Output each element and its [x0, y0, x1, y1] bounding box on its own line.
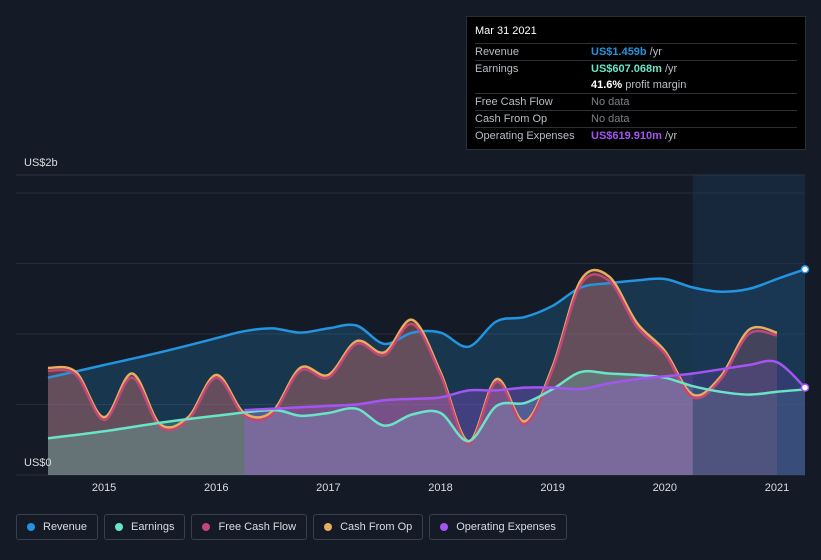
x-axis-ticks: 2015 2016 2017 2018 2019 2020 2021	[92, 482, 789, 494]
earnings-line	[47, 369, 806, 443]
tooltip-row: Revenue US$1.459b/yr	[475, 43, 797, 60]
tooltip-row-value: US$619.910m	[591, 130, 662, 142]
tooltip-row-label: Revenue	[475, 46, 520, 58]
legend-dot-icon	[440, 523, 449, 531]
tooltip-row-value: No data	[591, 96, 630, 108]
x-tick-label: 2019	[540, 482, 564, 494]
tooltip-row-label: Earnings	[475, 63, 519, 75]
legend-label: Cash From Op	[340, 521, 413, 533]
legend-item-operating-expenses[interactable]: Operating Expenses	[429, 514, 567, 540]
tooltip-date: Mar 31 2021	[475, 25, 537, 37]
legend-dot-icon	[27, 523, 35, 531]
legend-dot-icon	[324, 523, 333, 531]
cash-from-op-area	[48, 270, 777, 475]
y-axis-bottom-label: US$0	[24, 457, 52, 469]
free-cash-flow-line	[47, 273, 778, 446]
x-tick-label: 2020	[653, 482, 677, 494]
tooltip-row-value: No data	[591, 113, 630, 125]
tooltip-row-value: US$1.459b	[591, 46, 647, 58]
legend-item-earnings[interactable]: Earnings	[104, 514, 186, 540]
series-areas	[48, 269, 806, 475]
x-tick-label: 2018	[428, 482, 452, 494]
tooltip-row-unit: /yr	[664, 130, 678, 142]
legend-item-cash-from-op[interactable]: Cash From Op	[313, 514, 424, 540]
tooltip-row-label: Free Cash Flow	[475, 96, 553, 108]
revenue-area	[48, 269, 805, 475]
legend-label: Free Cash Flow	[218, 521, 297, 533]
x-tick-label: 2015	[92, 482, 116, 494]
tooltip-row-value: US$607.068m	[591, 63, 662, 75]
operating-expenses-area	[244, 360, 806, 475]
legend-label: Revenue	[43, 521, 88, 533]
operating-expenses-endpoint	[800, 383, 810, 392]
tooltip-row-label: Operating Expenses	[475, 130, 575, 142]
revenue-endpoint	[800, 265, 810, 274]
tooltip-panel: Mar 31 2021 Revenue US$1.459b/yr Earnings U…	[466, 16, 806, 150]
legend-dot-icon	[202, 523, 211, 531]
tooltip-row-unit: /yr	[664, 63, 678, 75]
tooltip-row-label: Cash From Op	[475, 113, 548, 125]
tooltip-row: 41.6% profit margin	[475, 77, 797, 93]
legend-item-free-cash-flow[interactable]: Free Cash Flow	[191, 514, 308, 540]
legend-label: Operating Expenses	[456, 521, 556, 533]
series-lines	[47, 268, 806, 446]
legend: Revenue Earnings Free Cash Flow Cash From O…	[16, 514, 567, 540]
legend-item-revenue[interactable]: Revenue	[16, 514, 99, 540]
x-tick-label: 2021	[765, 482, 789, 494]
tooltip-row: Operating Expenses US$619.910m/yr	[475, 127, 797, 144]
legend-label: Earnings	[131, 521, 175, 533]
tooltip-row: Earnings US$607.068m/yr	[475, 60, 797, 77]
earnings-area	[48, 371, 805, 475]
tooltip-row-value: 41.6%	[591, 79, 623, 91]
y-axis-top-label: US$2b	[24, 157, 58, 169]
tooltip-row: Cash From Op No data	[475, 110, 797, 127]
legend-dot-icon	[115, 523, 124, 531]
x-tick-label: 2016	[204, 482, 228, 494]
free-cash-flow-area	[48, 274, 777, 475]
highlight-region	[692, 175, 805, 475]
cash-from-op-line	[47, 268, 778, 443]
x-tick-label: 2017	[316, 482, 340, 494]
tooltip-row-unit: /yr	[649, 46, 662, 58]
tooltip-row: Free Cash Flow No data	[475, 93, 797, 110]
tooltip-row-unit: profit margin	[625, 79, 687, 91]
series-endpoints	[800, 265, 810, 392]
